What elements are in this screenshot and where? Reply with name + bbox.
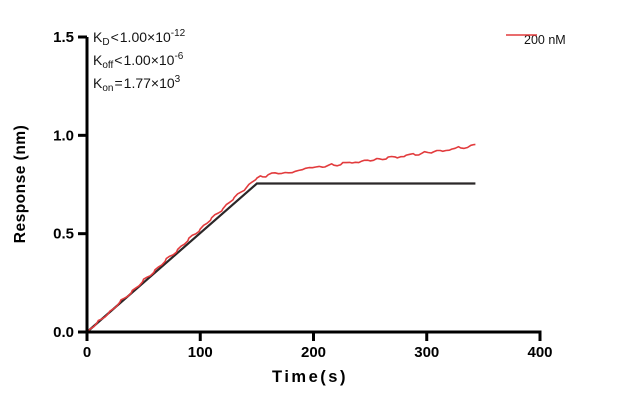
- y-tick-label: 1.5: [53, 29, 74, 46]
- x-tick-label: 300: [414, 344, 439, 361]
- y-tick-label: 1.0: [53, 127, 74, 144]
- kinetics-annotation: KD<1.00×10-12 Koff<1.00×10-6 Kon=1.77×10…: [93, 26, 185, 95]
- kd-value: KD<1.00×10-12: [93, 28, 186, 48]
- legend-line-sample: [506, 34, 537, 36]
- legend: 200 nM: [506, 33, 566, 47]
- x-axis-title: Time(s): [272, 368, 348, 386]
- y-tick-label: 0.0: [53, 324, 74, 341]
- y-axis-title: Response (nm): [12, 124, 29, 244]
- x-tick-label: 0: [83, 344, 91, 361]
- legend-label: 200 nM: [524, 33, 566, 47]
- fit-line: [86, 182, 476, 333]
- koff-value: Koff<1.00×10-6: [93, 51, 184, 71]
- x-tick-label: 400: [527, 344, 552, 361]
- x-tick-label: 100: [188, 344, 213, 361]
- x-tick-label: 200: [301, 344, 326, 361]
- series-200nM-line: [86, 143, 476, 333]
- kon-value: Kon=1.77×103: [93, 74, 181, 94]
- y-tick-label: 0.5: [53, 226, 74, 243]
